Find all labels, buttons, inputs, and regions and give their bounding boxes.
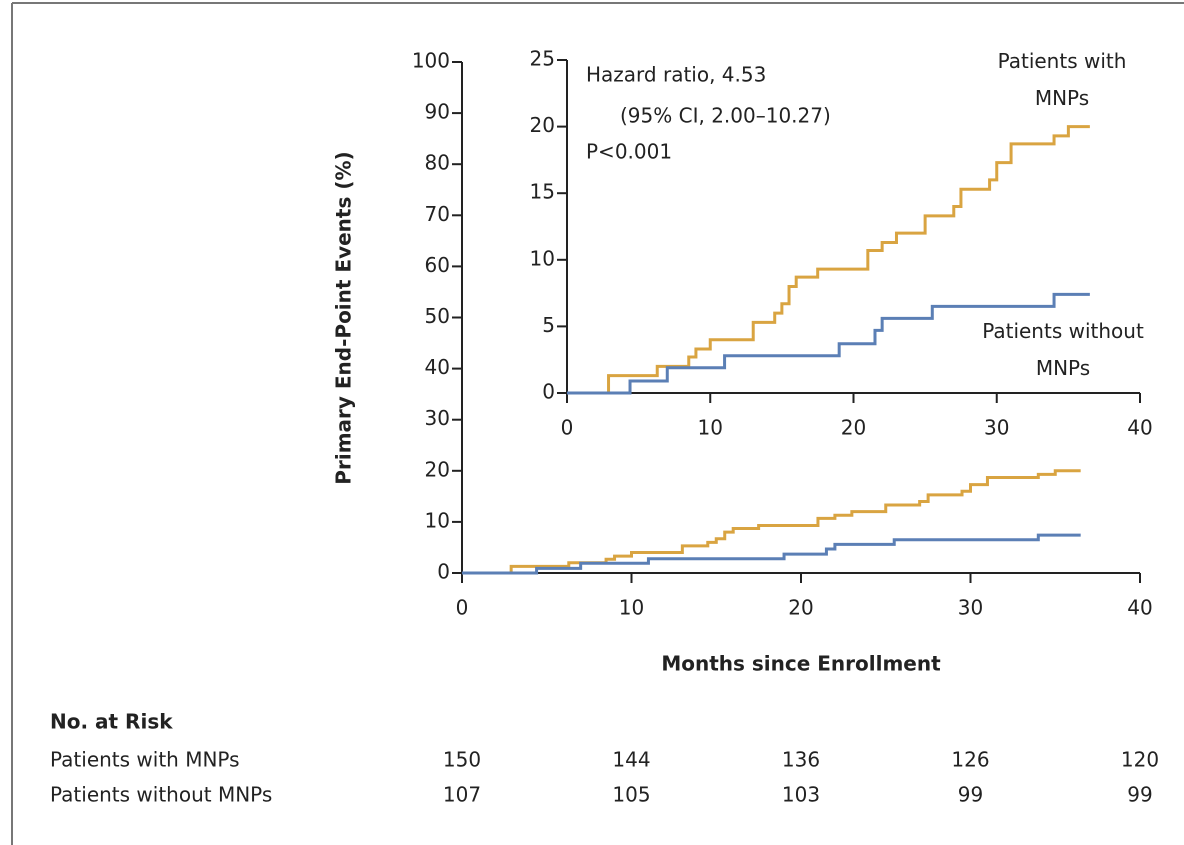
y-tick-label: 25 xyxy=(530,47,555,71)
risk-count: 150 xyxy=(443,748,481,772)
x-axis-label: Months since Enrollment xyxy=(661,652,941,676)
y-tick-label: 80 xyxy=(425,151,450,175)
annotation: (95% CI, 2.00–10.27) xyxy=(620,104,831,128)
series-label: Patients with MNPs xyxy=(998,49,1127,110)
x-tick-label: 10 xyxy=(619,596,644,620)
survival-line xyxy=(567,125,1090,395)
series-label-line: Patients with xyxy=(998,49,1127,73)
annotation: P<0.001 xyxy=(586,140,672,164)
y-tick-label: 20 xyxy=(425,457,450,481)
risk-count: 107 xyxy=(443,783,481,807)
risk-count: 99 xyxy=(1127,783,1152,807)
x-tick-label: 0 xyxy=(456,596,469,620)
x-tick-label: 10 xyxy=(698,416,723,440)
survival-line xyxy=(462,533,1081,575)
risk-table-title: No. at Risk xyxy=(50,710,173,734)
survival-line xyxy=(462,469,1081,575)
risk-count: 144 xyxy=(612,748,650,772)
y-tick-label: 70 xyxy=(425,202,450,226)
risk-count: 99 xyxy=(958,783,983,807)
annotation: Hazard ratio, 4.53 xyxy=(586,63,766,87)
x-tick-label: 0 xyxy=(561,416,574,440)
y-tick-label: 60 xyxy=(425,253,450,277)
y-tick-label: 100 xyxy=(412,49,450,73)
risk-row-label: Patients without MNPs xyxy=(50,783,272,807)
risk-count: 105 xyxy=(612,783,650,807)
x-tick-label: 40 xyxy=(1127,416,1152,440)
risk-count: 136 xyxy=(782,748,820,772)
series-label: Patients without MNPs xyxy=(982,319,1144,380)
y-tick-label: 10 xyxy=(530,246,555,270)
y-tick-label: 30 xyxy=(425,406,450,430)
y-tick-label: 15 xyxy=(530,180,555,204)
series-label-line: MNPs xyxy=(1035,86,1089,110)
x-tick-label: 20 xyxy=(788,596,813,620)
x-tick-label: 20 xyxy=(841,416,866,440)
x-tick-label: 30 xyxy=(984,416,1009,440)
y-tick-label: 20 xyxy=(530,113,555,137)
y-tick-label: 40 xyxy=(425,355,450,379)
y-tick-label: 5 xyxy=(542,313,555,337)
x-tick-label: 40 xyxy=(1127,596,1152,620)
risk-count: 103 xyxy=(782,783,820,807)
risk-count: 120 xyxy=(1121,748,1159,772)
x-tick-label: 30 xyxy=(958,596,983,620)
y-tick-label: 0 xyxy=(437,560,450,584)
risk-count: 126 xyxy=(951,748,989,772)
y-tick-label: 90 xyxy=(425,100,450,124)
series-label-line: Patients without xyxy=(982,319,1144,343)
y-tick-label: 0 xyxy=(542,380,555,404)
survival-line xyxy=(567,292,1090,395)
risk-row-label: Patients with MNPs xyxy=(50,748,240,772)
y-tick-label: 50 xyxy=(425,304,450,328)
y-axis-label: Primary End-Point Events (%) xyxy=(332,151,356,484)
series-label-line: MNPs xyxy=(1036,356,1090,380)
y-tick-label: 10 xyxy=(425,508,450,532)
